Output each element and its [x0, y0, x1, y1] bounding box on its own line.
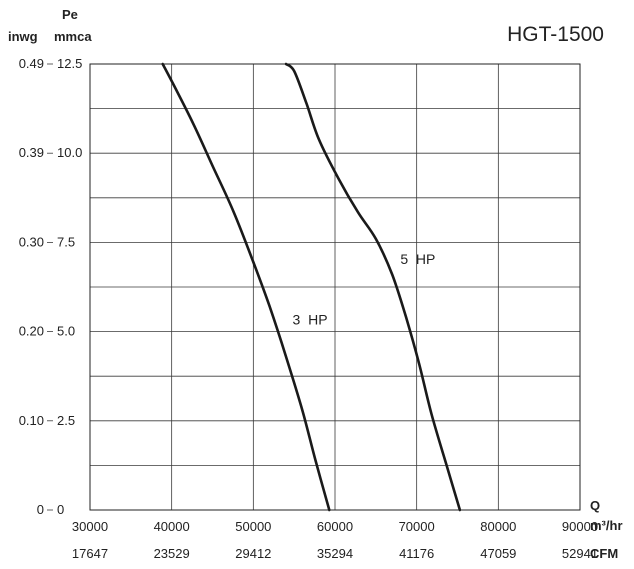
curve-label-5-hp: 5 HP	[400, 251, 435, 267]
curve-label-3-hp: 3 HP	[293, 311, 328, 327]
y-secondary-tick-label: 0	[37, 502, 44, 517]
grid	[47, 63, 581, 511]
y-tick-label: 5.0	[57, 324, 75, 339]
x-tick-label: 70000	[399, 519, 435, 534]
curves: 3 HP 5 HP	[161, 62, 462, 512]
x-secondary-tick-label: 17647	[72, 546, 108, 561]
y-unit-primary: mmca	[54, 29, 92, 44]
y-tick-label: 7.5	[57, 234, 75, 249]
plot-frame	[89, 63, 581, 511]
x-secondary-tick-label: 47059	[480, 546, 516, 561]
y-tick-label: 2.5	[57, 413, 75, 428]
y-secondary-tick-label: 0.39	[19, 145, 44, 160]
y-tick-label: 0	[57, 502, 64, 517]
x-secondary-tick-label: 35294	[317, 546, 353, 561]
y-secondary-tick-label: 0.10	[19, 413, 44, 428]
y-tick-label: 12.5	[57, 56, 82, 71]
x-secondary-tick-label: 52941	[562, 546, 598, 561]
y-tick-label: 10.0	[57, 145, 82, 160]
x-tick-label: 80000	[480, 519, 516, 534]
x-tick-label: 30000	[72, 519, 108, 534]
chart-title: HGT-1500	[507, 23, 604, 46]
x-tick-label: 50000	[235, 519, 271, 534]
curve-5-hp	[284, 62, 462, 512]
y-secondary-tick-label: 0.20	[19, 324, 44, 339]
x-tick-label: 40000	[154, 519, 190, 534]
y-param-label: Pe	[62, 7, 78, 22]
x-secondary-tick-label: 29412	[235, 546, 271, 561]
x-secondary-tick-label: 41176	[399, 546, 434, 561]
x-unit-primary: m³/hr	[590, 518, 623, 533]
y-secondary-tick-label: 0.49	[19, 56, 44, 71]
y-unit-secondary: inwg	[8, 29, 38, 44]
x-secondary-tick-label: 23529	[154, 546, 190, 561]
x-tick-label: 90000	[562, 519, 598, 534]
axis-labels: 0 2.5 5.0 7.5 10.0 12.5 0 0.10 0.20 0.30 0.39 0.49 3…	[19, 56, 598, 561]
x-unit-secondary: CFM	[590, 546, 618, 561]
y-secondary-tick-label: 0.30	[19, 234, 44, 249]
x-param-label: Q	[590, 498, 600, 513]
x-tick-label: 60000	[317, 519, 353, 534]
curve-3-hp	[161, 62, 331, 512]
